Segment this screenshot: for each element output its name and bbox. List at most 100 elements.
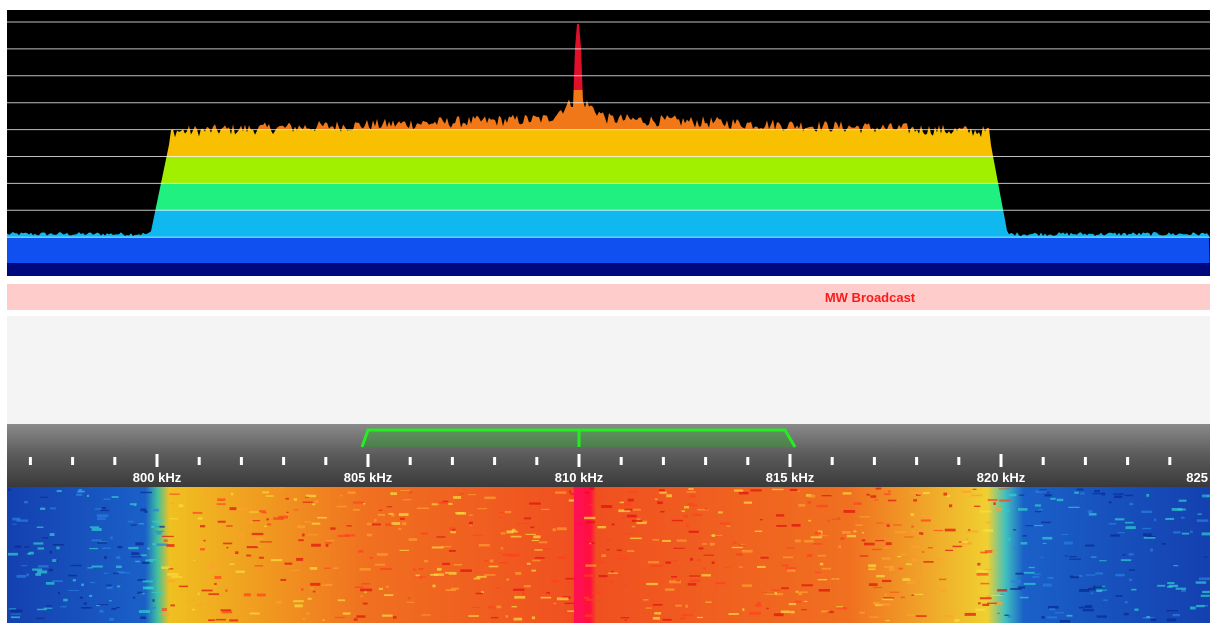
noise xyxy=(113,573,119,574)
noise xyxy=(409,491,411,494)
noise xyxy=(193,560,195,561)
noise xyxy=(109,600,112,601)
noise xyxy=(1077,489,1084,491)
noise xyxy=(832,578,840,579)
tick xyxy=(1042,457,1045,465)
noise xyxy=(479,544,490,546)
noise xyxy=(527,563,531,565)
noise xyxy=(530,527,534,529)
noise xyxy=(222,611,233,614)
noise xyxy=(167,573,178,575)
noise xyxy=(1146,494,1149,497)
noise xyxy=(413,568,415,571)
band-plan-bar xyxy=(7,284,1210,310)
noise xyxy=(192,609,195,611)
noise xyxy=(586,521,595,523)
noise xyxy=(294,498,297,501)
noise xyxy=(343,612,351,614)
noise xyxy=(1029,567,1035,568)
noise xyxy=(827,520,829,522)
noise xyxy=(11,614,22,615)
noise xyxy=(716,582,726,584)
noise xyxy=(866,494,870,496)
noise xyxy=(954,619,959,622)
noise xyxy=(980,583,989,585)
noise xyxy=(873,587,882,588)
noise xyxy=(757,566,766,568)
noise xyxy=(625,620,627,621)
noise xyxy=(308,598,312,600)
noise xyxy=(500,562,508,564)
noise xyxy=(533,535,540,538)
noise xyxy=(513,589,525,591)
noise xyxy=(884,493,891,495)
noise xyxy=(514,618,523,621)
noise xyxy=(541,597,552,599)
noise xyxy=(361,595,363,597)
noise xyxy=(1049,608,1055,610)
noise xyxy=(1018,586,1025,588)
noise xyxy=(792,524,801,527)
noise xyxy=(1050,498,1055,500)
noise xyxy=(820,563,823,565)
noise xyxy=(231,493,233,496)
noise xyxy=(608,573,618,574)
noise xyxy=(1035,490,1047,493)
noise xyxy=(152,599,154,602)
noise xyxy=(99,610,103,613)
noise xyxy=(141,554,147,556)
noise xyxy=(588,504,593,505)
noise xyxy=(1204,557,1208,558)
noise xyxy=(63,599,67,602)
noise xyxy=(627,550,634,552)
noise xyxy=(134,504,136,506)
noise xyxy=(171,576,182,578)
noise xyxy=(987,603,997,604)
noise xyxy=(912,558,918,561)
noise xyxy=(37,527,44,528)
noise xyxy=(904,536,913,537)
noise xyxy=(161,566,169,569)
noise xyxy=(1176,588,1186,590)
tick xyxy=(1126,457,1129,465)
noise xyxy=(257,594,266,597)
noise xyxy=(822,495,832,496)
noise xyxy=(1177,509,1185,511)
noise xyxy=(813,543,823,544)
noise xyxy=(1121,559,1131,561)
noise xyxy=(1089,513,1097,515)
tick xyxy=(198,457,201,465)
noise xyxy=(260,541,271,542)
noise xyxy=(689,531,699,533)
noise xyxy=(37,571,47,574)
noise xyxy=(705,602,711,603)
noise xyxy=(50,533,55,536)
noise xyxy=(56,546,59,549)
noise xyxy=(1091,557,1097,558)
noise xyxy=(77,491,84,493)
noise xyxy=(999,488,1010,489)
noise xyxy=(454,564,463,566)
noise xyxy=(230,507,237,510)
noise xyxy=(501,532,506,534)
noise xyxy=(217,503,226,505)
noise xyxy=(501,547,503,549)
noise xyxy=(977,573,989,576)
noise xyxy=(60,606,66,608)
noise xyxy=(889,568,894,571)
noise xyxy=(162,536,174,537)
noise xyxy=(804,601,808,602)
noise xyxy=(811,536,822,538)
noise xyxy=(296,558,303,561)
noise xyxy=(703,567,706,569)
noise xyxy=(637,522,647,524)
noise xyxy=(733,542,737,544)
noise xyxy=(907,582,916,584)
noise xyxy=(384,594,393,596)
noise xyxy=(11,616,20,618)
noise xyxy=(131,552,139,555)
noise xyxy=(432,547,444,549)
noise xyxy=(152,592,164,593)
noise xyxy=(310,588,314,589)
noise xyxy=(539,541,547,543)
